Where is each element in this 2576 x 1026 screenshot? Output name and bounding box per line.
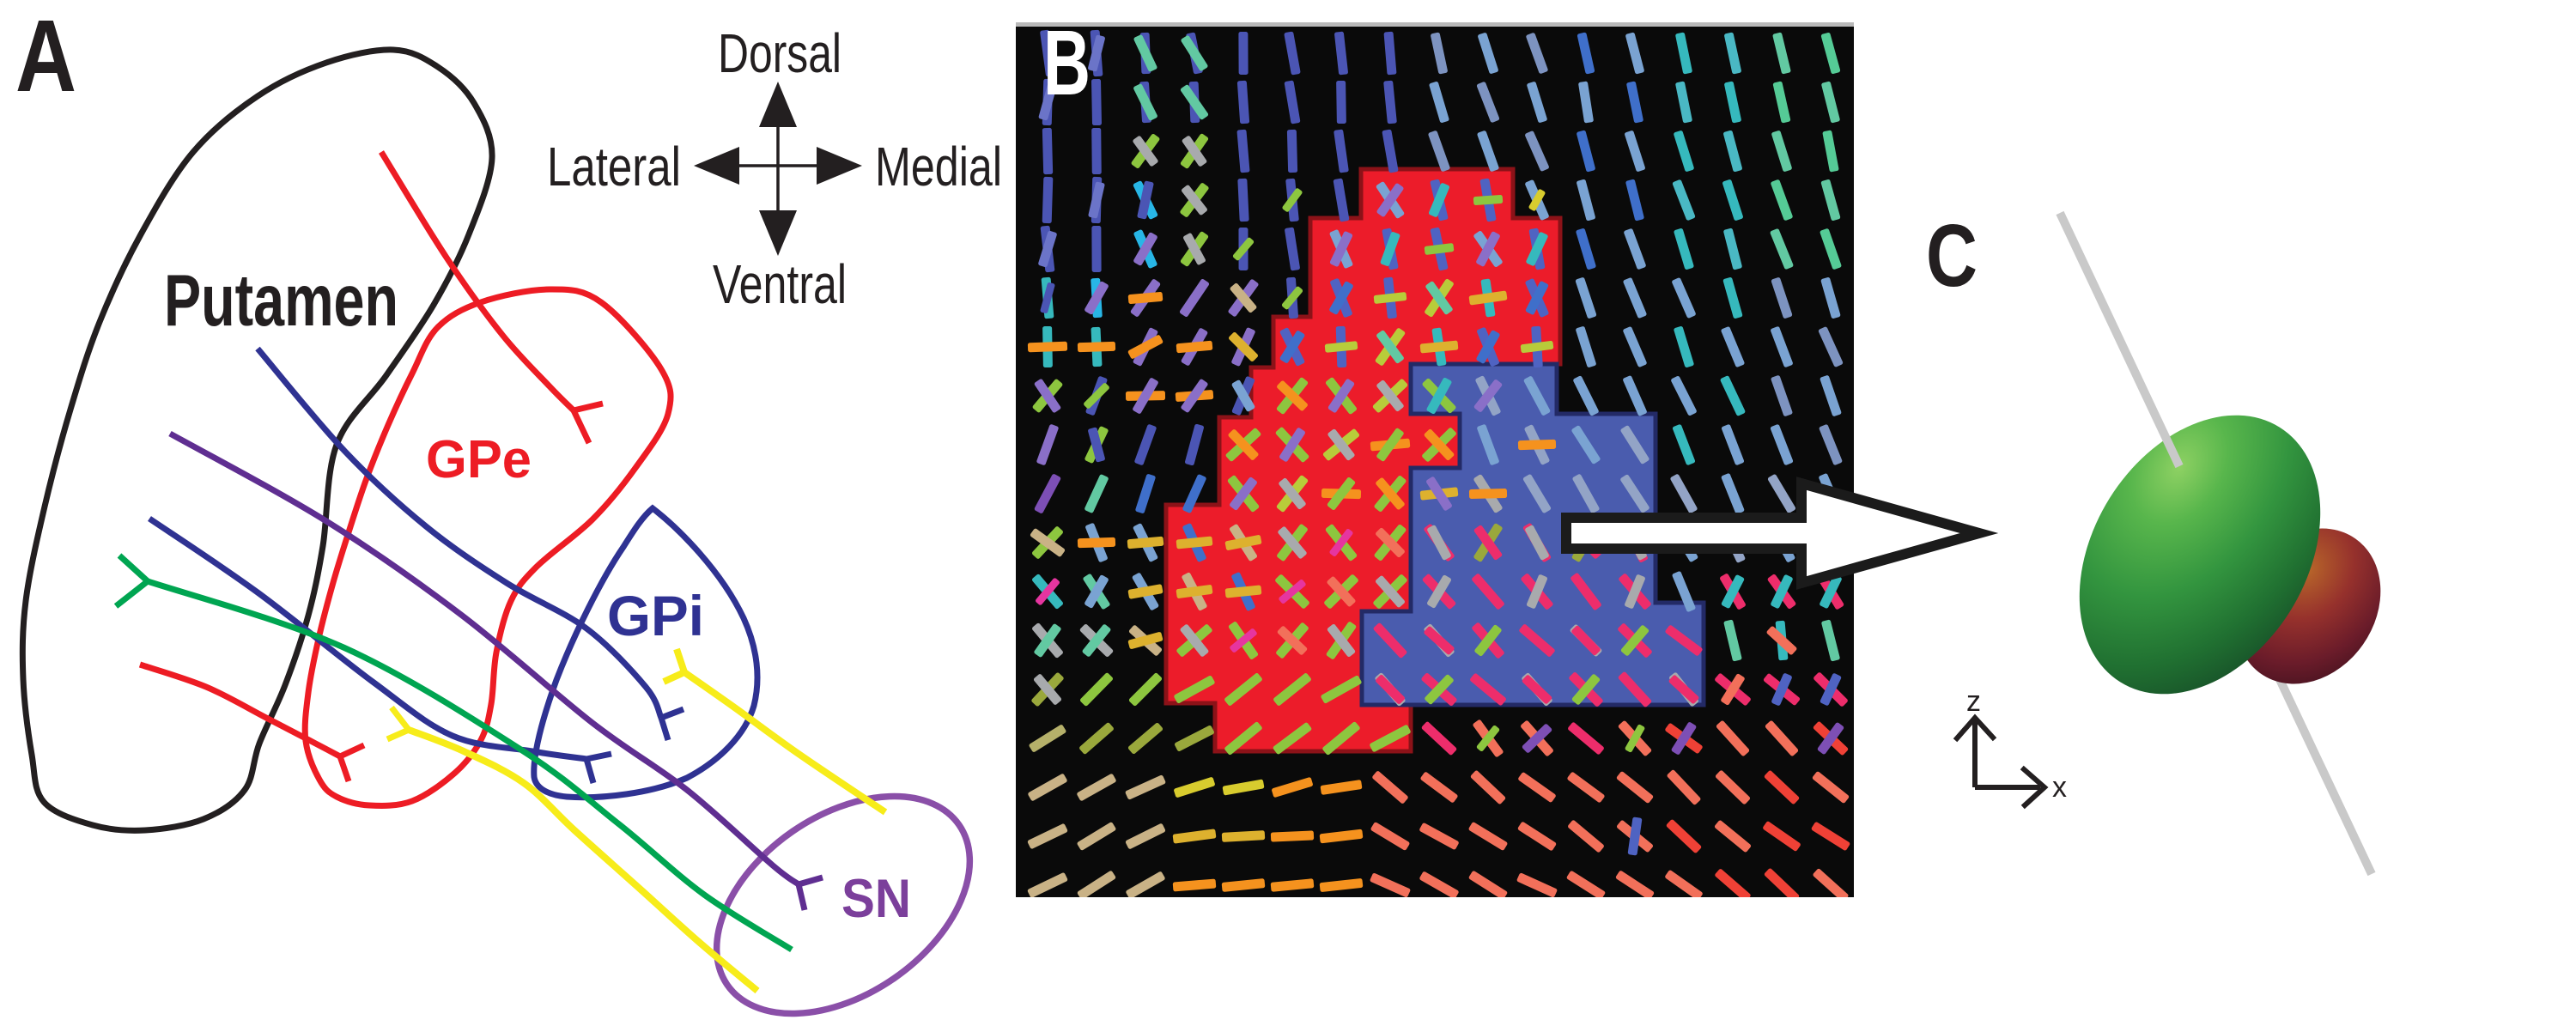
svg-text:x: x (2052, 771, 2067, 804)
svg-text:Dorsal: Dorsal (718, 22, 841, 84)
svg-text:GPi: GPi (607, 584, 704, 647)
svg-text:GPe: GPe (426, 430, 532, 489)
svg-text:Lateral: Lateral (547, 136, 681, 197)
svg-text:SN: SN (841, 869, 911, 929)
svg-text:Putamen: Putamen (164, 260, 398, 342)
svg-text:Ventral: Ventral (713, 253, 847, 315)
svg-text:Medial: Medial (875, 136, 1002, 197)
svg-text:B: B (1043, 10, 1091, 114)
svg-text:A: A (15, 0, 76, 113)
svg-text:z: z (1966, 685, 1981, 718)
svg-text:C: C (1926, 206, 1978, 305)
